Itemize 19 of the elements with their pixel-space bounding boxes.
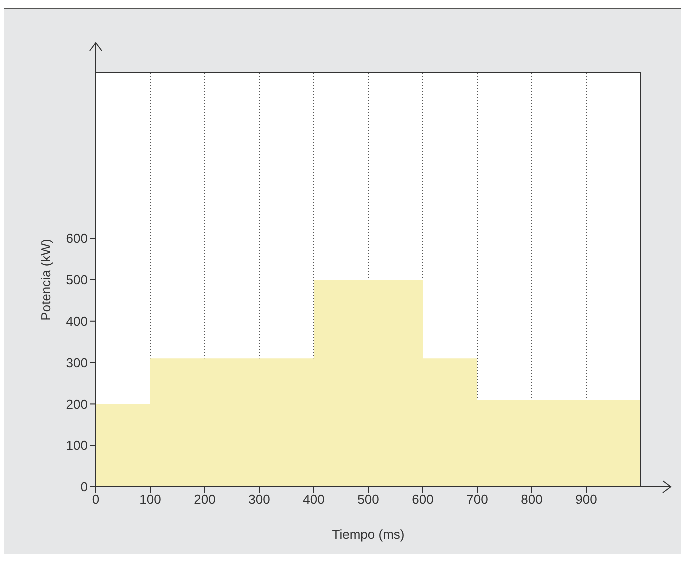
y-tick-label: 200: [66, 396, 88, 412]
y-axis-title: Potencia (kW): [38, 239, 54, 321]
x-tick-label: 300: [248, 492, 270, 508]
x-tick-label: 0: [92, 492, 100, 508]
x-tick-label: 500: [358, 492, 380, 508]
x-tick-label: 900: [576, 492, 598, 508]
y-tick-label: 400: [66, 314, 88, 330]
x-tick-label: 800: [521, 492, 543, 508]
y-tick-label: 100: [66, 438, 88, 454]
x-tick-label: 700: [466, 492, 488, 508]
y-tick-label: 300: [66, 355, 88, 370]
y-tick-label: 500: [66, 272, 88, 288]
x-tick-label: 100: [140, 492, 162, 508]
x-tick-label: 200: [194, 492, 216, 508]
x-tick-label: 600: [412, 492, 434, 508]
x-axis-title: Tiempo (ms): [332, 527, 405, 542]
y-tick-label: 0: [80, 480, 88, 495]
y-tick-label: 600: [66, 231, 88, 246]
x-tick-label: 400: [303, 492, 325, 508]
